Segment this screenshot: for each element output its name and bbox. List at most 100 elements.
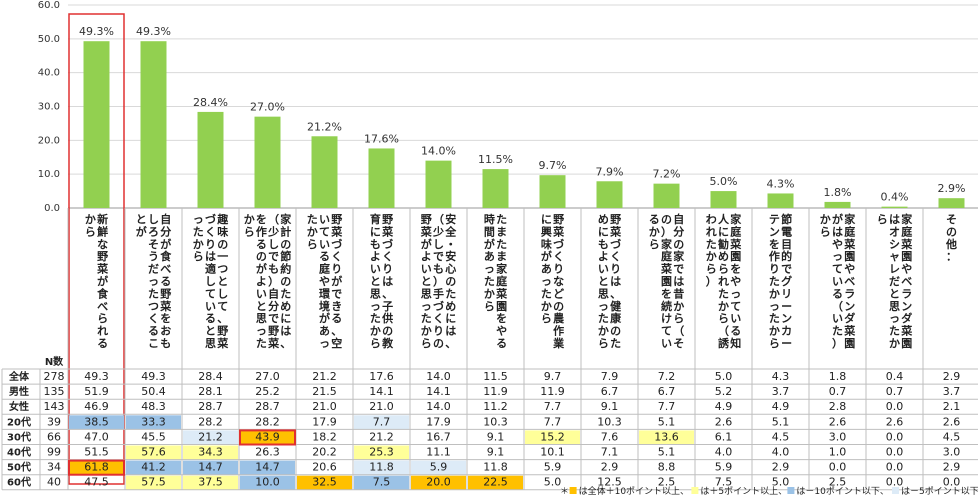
table-cell: 9.7: [544, 370, 562, 383]
category-label-char: る: [148, 325, 159, 338]
category-label-char: に: [445, 312, 456, 325]
table-cell: 2.6: [886, 415, 904, 428]
category-label-char: ら: [673, 312, 684, 325]
category-label-char: そ: [673, 337, 684, 350]
table-cell: 4.0: [715, 446, 733, 459]
category-label-char: 味: [541, 237, 552, 251]
category-label-char: ー: [781, 337, 792, 350]
table-cell: 10.3: [483, 415, 508, 428]
category-label-char: い: [598, 263, 609, 276]
category-label-char: っ: [484, 263, 495, 276]
category-label-char: 食: [160, 249, 172, 263]
category-label-char: た: [769, 312, 780, 325]
category-label-char: ベ: [901, 275, 912, 288]
table-cell: 14.1: [426, 385, 451, 398]
cell-highlight: [240, 460, 295, 475]
category-label-char: 庭: [844, 224, 855, 238]
category-label-char: し: [205, 275, 216, 288]
category-label-char: た: [280, 287, 291, 300]
table-cell: 4.0: [772, 446, 790, 459]
category-label-char: 野: [160, 287, 171, 300]
category-label-char: ら: [484, 300, 495, 313]
category-label-char: た: [484, 275, 495, 288]
category-label-char: の: [433, 337, 444, 350]
category-label-char: く: [610, 250, 621, 263]
table-cell: 20.2: [312, 446, 337, 459]
category-label-char: が: [97, 274, 108, 288]
category-label-char: ベ: [844, 275, 855, 288]
category-label-char: そ: [148, 238, 159, 251]
category-label-char: グ: [781, 274, 792, 288]
table-cell: 12.5: [597, 476, 622, 489]
category-label-char: は: [610, 275, 621, 288]
category-label-char: し: [148, 213, 159, 226]
category-label-char: ら: [769, 337, 780, 350]
category-label-char: こ: [148, 337, 159, 350]
category-label-char: お: [160, 325, 171, 338]
category-label-char: あ: [319, 325, 330, 338]
category-label-char: 菜: [552, 224, 565, 238]
category-label-char: 育: [370, 212, 381, 226]
category-label-char: か: [541, 300, 552, 313]
category-label-char: て: [205, 287, 216, 300]
table-cell: 9.1: [487, 446, 505, 459]
category-label-char: 菜: [900, 324, 913, 338]
category-label-char: 分: [268, 299, 279, 313]
category-label-char: っ: [148, 275, 159, 288]
category-label-char: リ: [781, 287, 792, 300]
table-cell: 57.5: [141, 476, 166, 489]
table-cell: 27.0: [255, 370, 280, 383]
category-label-char: か: [85, 213, 96, 226]
category-label-char: 食: [97, 286, 109, 300]
table-cell: 38.5: [84, 415, 109, 428]
category-label-char: に: [541, 213, 552, 226]
category-label-char: 家: [496, 262, 508, 276]
category-label: その他：: [945, 213, 957, 263]
category-label-char: か: [370, 325, 381, 338]
category-label-char: り: [205, 238, 216, 251]
table-cell: 5.9: [544, 461, 562, 474]
category-label-char: 勧: [718, 237, 729, 251]
category-label-char: べ: [160, 263, 171, 276]
table-cell: 17.6: [369, 370, 394, 383]
category-label-char: い: [730, 312, 741, 325]
category-label-char: 野: [97, 250, 108, 263]
category-label-char: の: [217, 238, 228, 251]
category-label-char: か: [307, 225, 318, 238]
table-cell: 2.8: [829, 400, 847, 413]
table-cell: 32.5: [312, 476, 337, 489]
category-label-char: う: [148, 250, 159, 263]
row-label: 60代: [7, 476, 31, 489]
category-label-char: ら: [244, 225, 255, 238]
category-label-char: ら: [718, 312, 729, 325]
category-label-char: る: [649, 213, 660, 226]
row-n: 135: [44, 385, 65, 398]
category-label-char: を: [256, 213, 267, 226]
category-label-char: く: [205, 225, 216, 238]
category-label-char: に: [370, 225, 381, 238]
table-cell: 21.2: [369, 430, 394, 443]
category-label-char: 誘: [718, 336, 730, 350]
table-cell: 14.7: [255, 461, 280, 474]
category-label-char: ら: [85, 225, 96, 238]
category-label-char: ら: [370, 337, 381, 350]
category-label-char: た: [370, 312, 381, 325]
category-label-char: 野: [331, 213, 342, 226]
category-label-char: つ: [148, 300, 159, 313]
category-label-char: た: [706, 238, 717, 251]
category-label-char: な: [97, 238, 108, 251]
category-label-char: 知: [729, 336, 741, 350]
category-label-char: ：: [946, 250, 957, 263]
category-label-char: 子: [382, 300, 393, 313]
category-label-char: 思: [256, 312, 267, 325]
category-label-char: 野: [382, 213, 393, 226]
category-label-char: と: [136, 213, 147, 226]
category-label-char: で: [268, 250, 279, 263]
table-cell: 51.9: [84, 385, 109, 398]
table-cell: 4.3: [772, 370, 790, 383]
cell-highlight: [183, 430, 238, 445]
category-label-char: 園: [661, 275, 672, 288]
category-label-char: 菜: [96, 262, 109, 276]
category-label-char: で: [673, 263, 684, 276]
